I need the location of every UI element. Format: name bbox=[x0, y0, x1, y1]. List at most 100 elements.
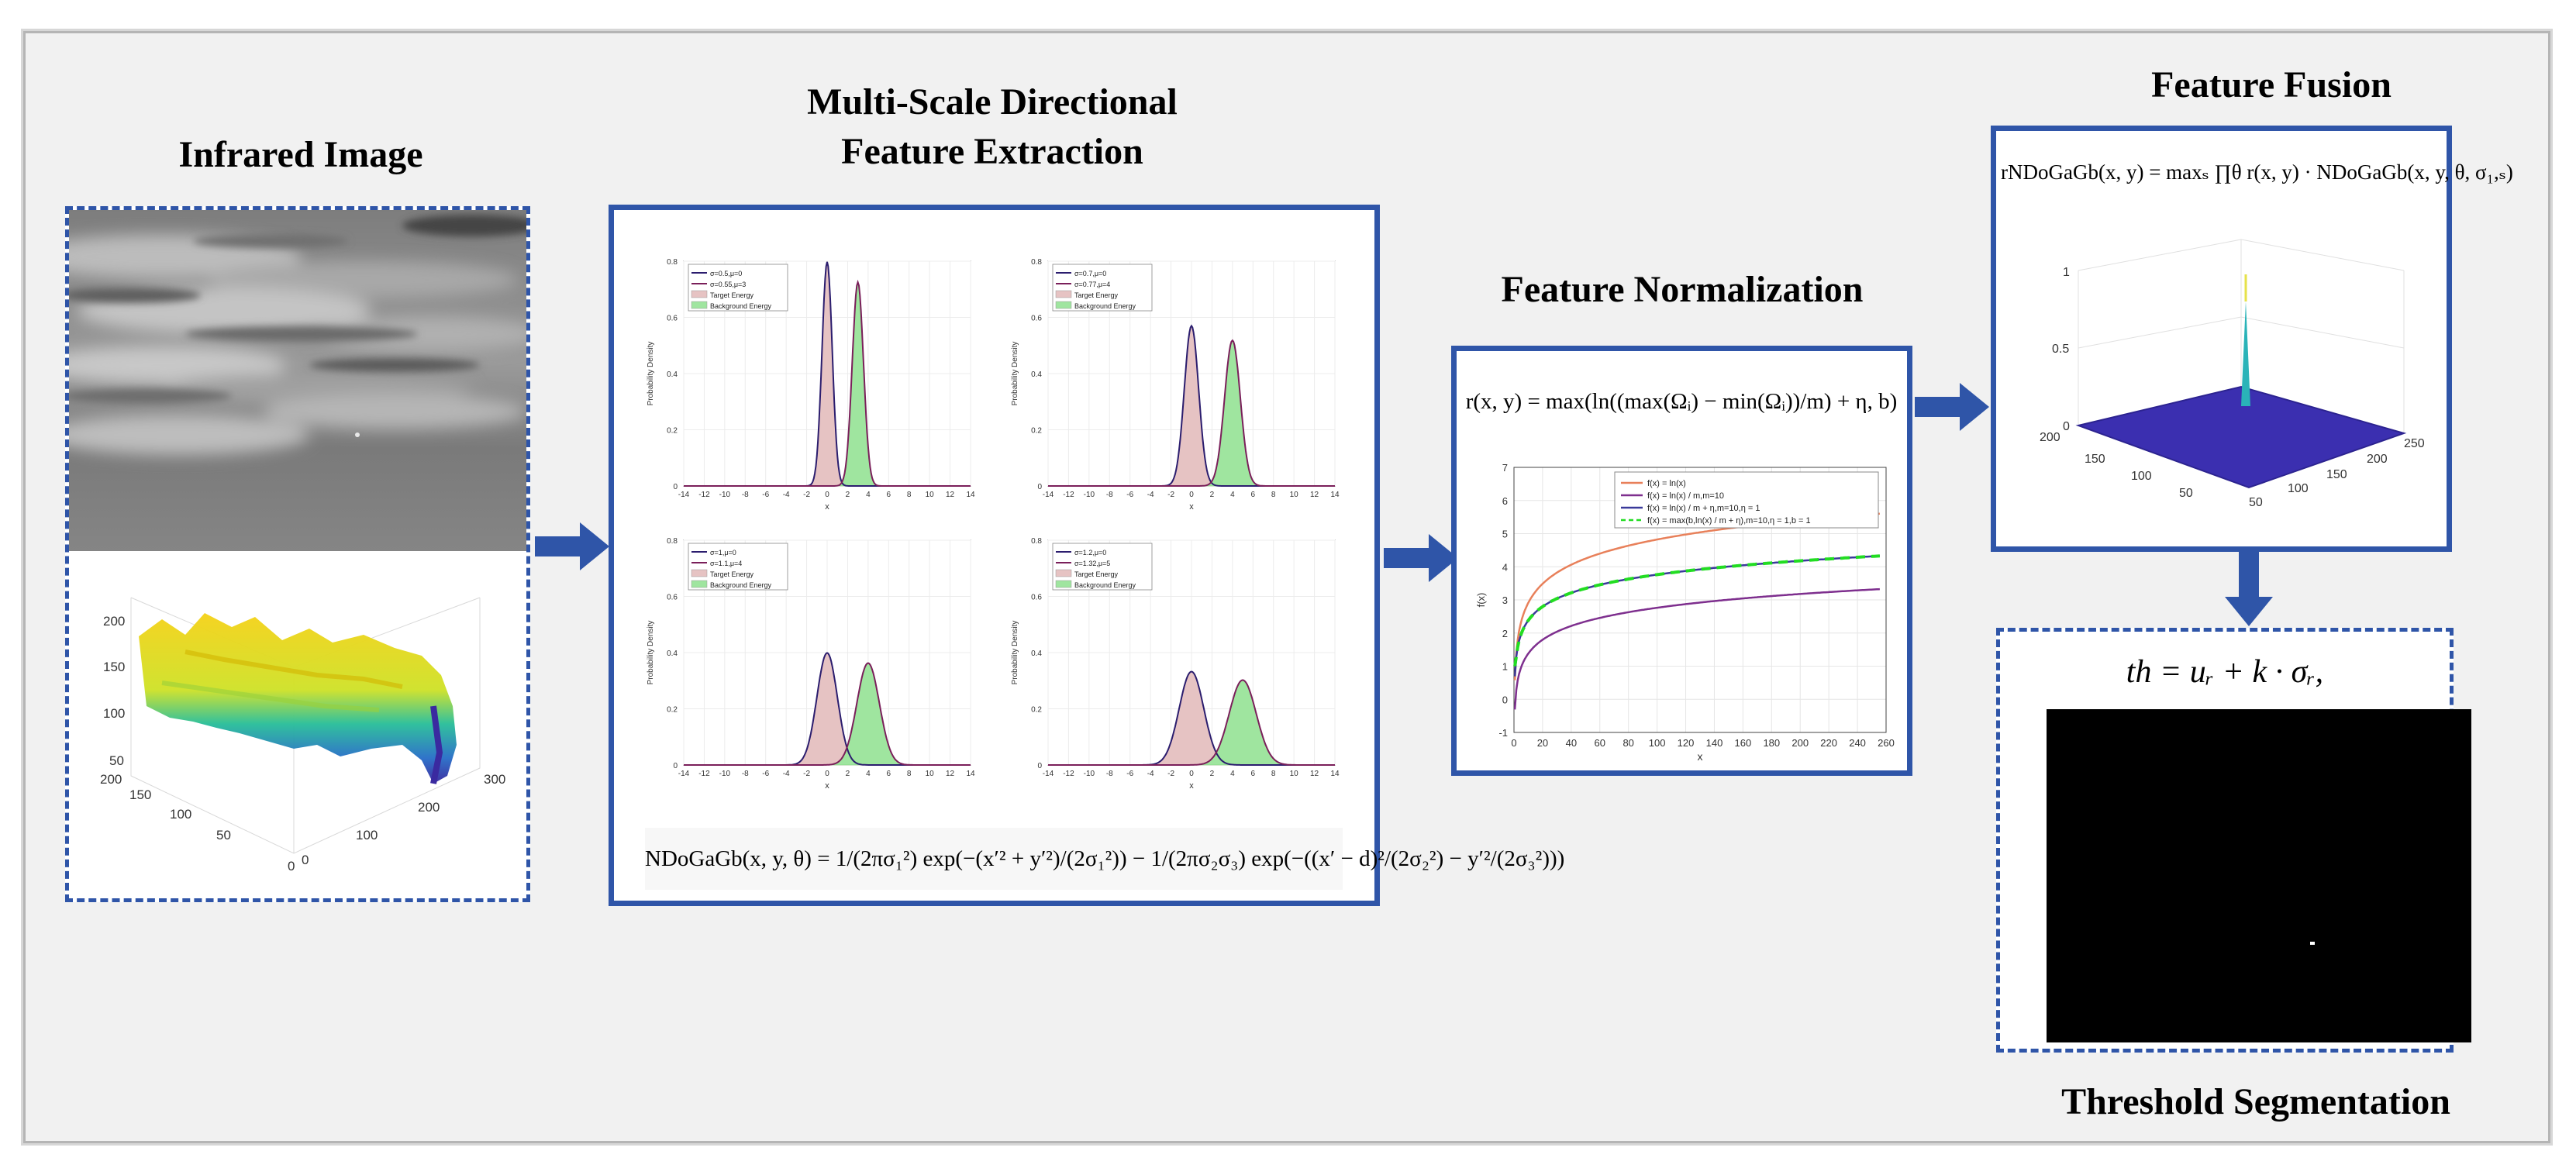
pdf-plot-panel: 0 0.2 0.4 0.6 0.8 -14 -12 -10 -8 -6 -4 -2 0 2 4 6 8 10 12 1… bbox=[994, 238, 1358, 517]
fusion-x-tick: 50 bbox=[2179, 487, 2193, 500]
norm-series-line bbox=[1513, 555, 1880, 677]
pdf-x-tick: 14 bbox=[1330, 770, 1340, 778]
norm-x-tick: 160 bbox=[1735, 737, 1752, 749]
fusion-formula: rNDoGaGb(x, y) = maxₛ ∏θ r(x, y) · NDoGa… bbox=[2001, 160, 2513, 184]
norm-x-tick: 180 bbox=[1763, 737, 1780, 749]
surface-x-tick: 0 bbox=[288, 859, 295, 873]
pdf-x-tick: 10 bbox=[926, 491, 935, 499]
pdf-y-tick: 0.6 bbox=[1031, 315, 1042, 323]
threshold-segmentation-box: th = uᵣ + k · σᵣ, bbox=[1996, 628, 2471, 1053]
pdf-x-tick: 4 bbox=[866, 770, 871, 778]
norm-x-tick: 240 bbox=[1849, 737, 1866, 749]
pdf-x-tick: 2 bbox=[846, 770, 850, 778]
pdf-x-tick: -4 bbox=[1147, 770, 1154, 778]
pdf-legend-entry: Background Energy bbox=[710, 302, 772, 310]
pdf-x-tick: -8 bbox=[1106, 491, 1113, 499]
pdf-y-tick: 0.6 bbox=[667, 594, 678, 602]
norm-y-tick: 6 bbox=[1502, 495, 1508, 507]
pdf-x-tick: -4 bbox=[1147, 491, 1154, 499]
pdf-x-tick: 12 bbox=[1310, 491, 1319, 499]
surface-y-tick: 0 bbox=[302, 853, 309, 867]
pdf-y-tick: 0.4 bbox=[1031, 650, 1042, 658]
surface-y-tick: 100 bbox=[356, 828, 378, 842]
pdf-y-tick: 0.8 bbox=[1031, 537, 1042, 546]
norm-y-tick: 4 bbox=[1502, 561, 1508, 573]
pdf-x-tick: 0 bbox=[1189, 491, 1194, 499]
pdf-x-tick: -2 bbox=[1167, 770, 1174, 778]
pdf-x-tick: 8 bbox=[1271, 491, 1276, 499]
norm-legend-entry: f(x) = ln(x) bbox=[1647, 479, 1686, 488]
pdf-legend-entry: σ=1.1,μ=4 bbox=[710, 560, 742, 567]
norm-y-tick: 2 bbox=[1502, 628, 1508, 639]
pdf-y-label: Probability Density bbox=[647, 621, 655, 685]
pdf-x-label: x bbox=[825, 502, 829, 512]
norm-x-tick: 40 bbox=[1566, 737, 1577, 749]
pdf-legend-entry: Background Energy bbox=[710, 581, 772, 589]
pdf-plot-panel: 0 0.2 0.4 0.6 0.8 -14 -12 -10 -8 -6 -4 -2 0 2 4 6 8 10 12 1… bbox=[629, 517, 994, 796]
pdf-x-tick: -8 bbox=[742, 491, 749, 499]
arrow-right-1 bbox=[535, 522, 609, 570]
norm-legend-entry: f(x) = max(b,ln(x) / m + η),m=10,η = 1,b… bbox=[1647, 516, 1811, 525]
norm-y-tick: 5 bbox=[1502, 529, 1508, 540]
pdf-y-tick: 0.8 bbox=[667, 537, 678, 546]
pdf-curve-background bbox=[1048, 679, 1335, 766]
pdf-y-tick: 0.2 bbox=[1031, 427, 1042, 436]
pdf-x-tick: -12 bbox=[698, 491, 710, 499]
pdf-x-tick: 0 bbox=[825, 491, 829, 499]
pdf-x-tick: 2 bbox=[1210, 491, 1215, 499]
arrow-down bbox=[2225, 552, 2273, 626]
pdf-plot-panel: 0 0.2 0.4 0.6 0.8 -14 -12 -10 -8 -6 -4 -2 0 2 4 6 8 10 12 1… bbox=[629, 238, 994, 517]
norm-x-tick: 100 bbox=[1649, 737, 1666, 749]
pdf-y-tick: 0.8 bbox=[667, 258, 678, 267]
norm-x-tick: 220 bbox=[1820, 737, 1837, 749]
threshold-formula: th = uᵣ + k · σᵣ, bbox=[2126, 654, 2324, 690]
pdf-x-tick: -14 bbox=[678, 770, 690, 778]
pdf-legend-entry: Background Energy bbox=[1074, 581, 1136, 589]
infrared-image bbox=[69, 210, 526, 551]
pdf-x-tick: 8 bbox=[1271, 770, 1276, 778]
pdf-curve-background bbox=[684, 279, 971, 487]
pdf-x-tick: 4 bbox=[866, 491, 871, 499]
pdf-x-tick: 10 bbox=[1290, 491, 1299, 499]
pdf-x-tick: -10 bbox=[719, 491, 731, 499]
pdf-x-tick: 8 bbox=[907, 770, 912, 778]
surface-y-tick: 200 bbox=[418, 800, 440, 815]
fusion-y-tick: 150 bbox=[2326, 468, 2347, 481]
pdf-x-tick: 0 bbox=[1189, 770, 1194, 778]
feature-fusion-box: rNDoGaGb(x, y) = maxₛ ∏θ r(x, y) · NDoGa… bbox=[1991, 126, 2513, 552]
pdf-y-tick: 0 bbox=[1037, 483, 1042, 491]
pdf-y-label: Probability Density bbox=[1011, 342, 1019, 406]
pdf-x-tick: 6 bbox=[887, 491, 891, 499]
feature-normalization-box: r(x, y) = max(ln((max(Ωᵢ) − min(Ωᵢ))/m) … bbox=[1451, 346, 1912, 776]
surface-z-tick: 50 bbox=[109, 753, 124, 768]
pdf-x-tick: 8 bbox=[907, 491, 912, 499]
pdf-x-tick: 4 bbox=[1230, 770, 1235, 778]
pdf-legend-entry: σ=0.55,μ=3 bbox=[710, 281, 746, 288]
pdf-x-tick: 12 bbox=[1310, 770, 1319, 778]
fusion-surface-plot: 1 0.5 0 200 150 100 50 50 100 150 200 25… bbox=[2016, 216, 2435, 526]
normalization-formula: r(x, y) = max(ln((max(Ωᵢ) − min(Ωᵢ))/m) … bbox=[1465, 389, 1898, 414]
pdf-x-tick: 14 bbox=[966, 491, 975, 499]
pdf-x-tick: -10 bbox=[1084, 770, 1095, 778]
pdf-x-tick: 12 bbox=[946, 770, 955, 778]
norm-x-label: x bbox=[1698, 750, 1703, 763]
pdf-curve-background bbox=[1048, 339, 1335, 487]
pdf-legend-entry: σ=0.5,μ=0 bbox=[710, 270, 742, 277]
ndogagb-formula: NDoGaGb(x, y, θ) = 1/(2πσ₁²) exp(−(x′² +… bbox=[645, 828, 1564, 890]
pdf-y-tick: 0.6 bbox=[1031, 594, 1042, 602]
surface-x-tick: 50 bbox=[216, 828, 231, 842]
norm-series-line bbox=[1513, 588, 1880, 710]
pdf-x-tick: -4 bbox=[783, 491, 790, 499]
infrared-image-box: 200 150 100 50 200 150 100 50 0 0 100 20… bbox=[65, 206, 530, 902]
pdf-x-tick: 10 bbox=[926, 770, 935, 778]
title-multiscale-extraction: Multi-Scale Directional Feature Extracti… bbox=[807, 81, 1178, 172]
title-infrared-image: Infrared Image bbox=[178, 134, 423, 175]
norm-x-tick: 140 bbox=[1706, 737, 1723, 749]
pdf-y-tick: 0.2 bbox=[667, 427, 678, 436]
segmentation-result-image bbox=[2047, 709, 2471, 1042]
surface-x-tick: 200 bbox=[100, 772, 122, 787]
norm-x-tick: 260 bbox=[1878, 737, 1895, 749]
fusion-x-tick: 200 bbox=[2040, 431, 2060, 444]
norm-x-tick: 80 bbox=[1623, 737, 1633, 749]
